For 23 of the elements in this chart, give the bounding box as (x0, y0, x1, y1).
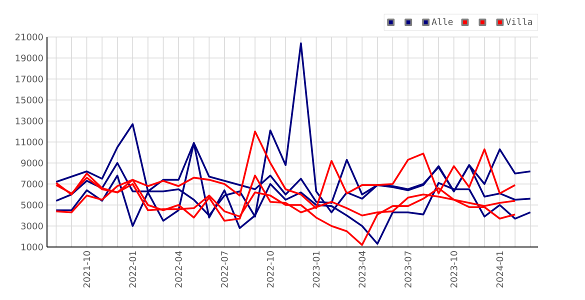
y-tick-label: 11000 (16, 138, 43, 146)
y-tick-label: 5000 (21, 202, 43, 208)
x-tick-label: 2022-10 (266, 251, 274, 288)
x-tick-label: 2024-01 (496, 251, 504, 288)
y-tick-label: 3000 (21, 222, 43, 230)
x-tick-label: 2023-10 (450, 251, 458, 288)
legend-label: Villa (506, 18, 532, 26)
x-tick-label: 2021-10 (83, 251, 90, 288)
x-tick-label: 2022-01 (129, 251, 136, 288)
x-tick-label: 2022-07 (221, 251, 228, 288)
x-tick-label: 2023-04 (358, 251, 366, 288)
legend-label: Alle (432, 18, 453, 26)
x-tick-label: 2023-07 (404, 251, 412, 288)
y-tick-label: 19000 (16, 54, 43, 62)
x-tick-label: 2023-01 (312, 251, 320, 288)
y-tick-label: 13000 (16, 118, 43, 124)
y-tick-label: 1000 (22, 244, 43, 250)
x-tick-label: 2022-04 (175, 251, 182, 288)
y-tick-label: 9000 (21, 160, 43, 166)
y-tick-label: 7000 (21, 180, 43, 188)
y-tick-label: 17000 (16, 76, 43, 82)
y-tick-label: 21000 (16, 34, 43, 40)
y-tick-label: 15000 (16, 96, 43, 104)
